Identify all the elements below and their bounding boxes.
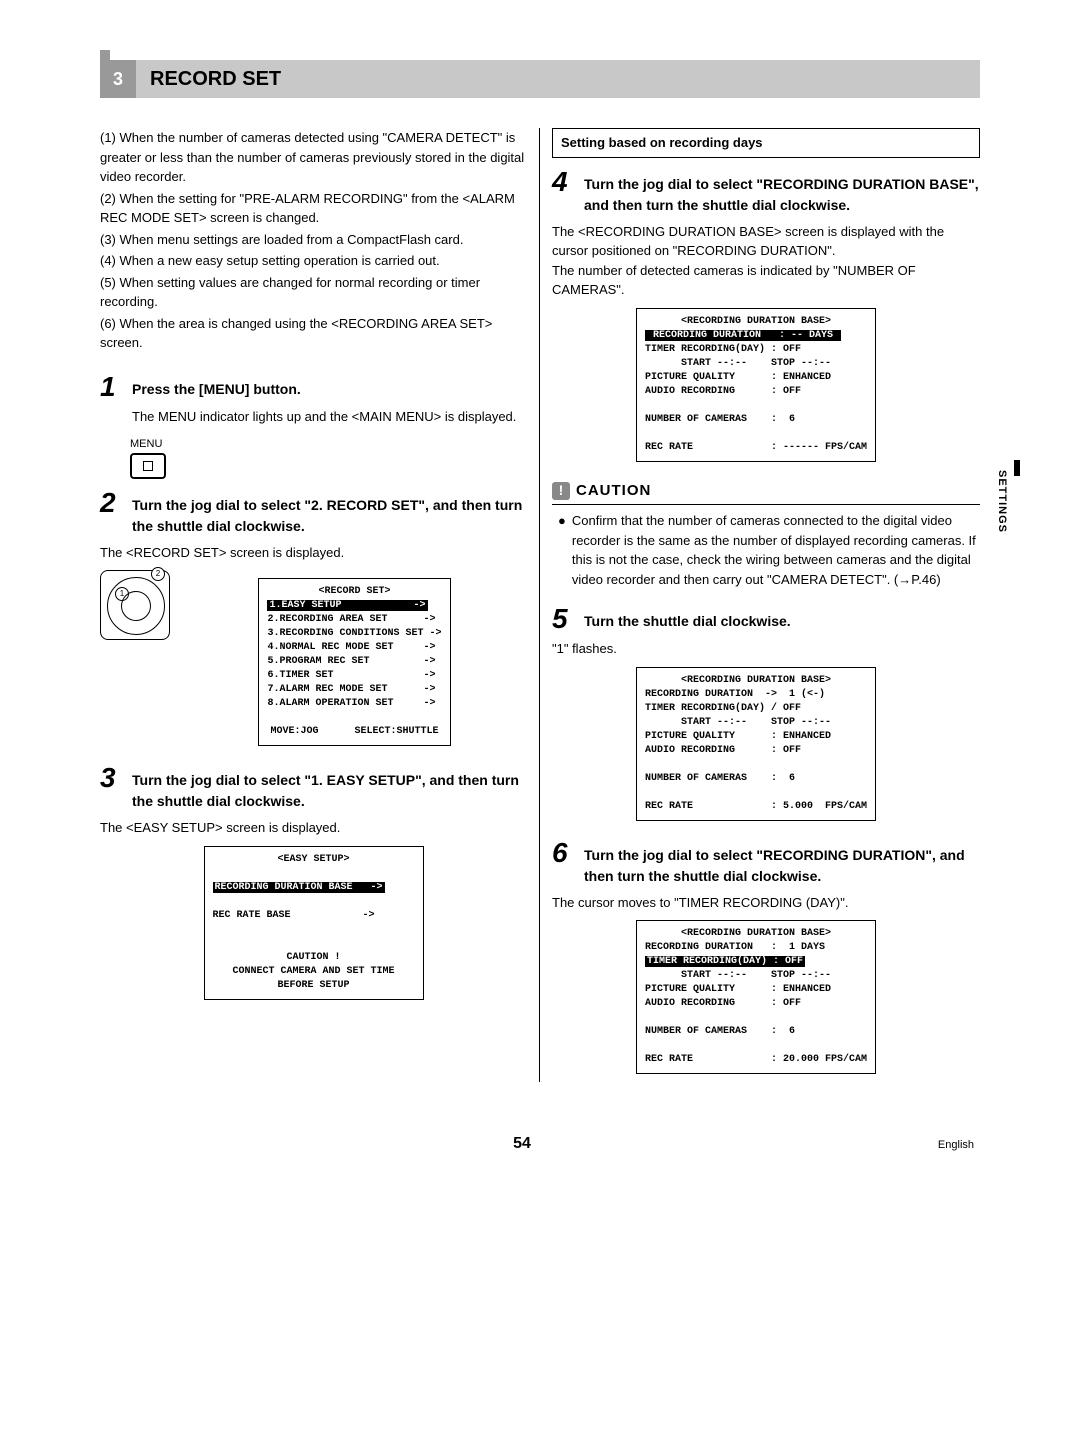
condition-item: (3) When menu settings are loaded from a… [100, 230, 527, 250]
menu-button-icon [130, 453, 166, 479]
osd-title: <RECORDING DURATION BASE> [645, 315, 867, 329]
step-2: 2 Turn the jog dial to select "2. RECORD… [100, 489, 527, 537]
step-title: Turn the jog dial to select "RECORDING D… [584, 168, 980, 216]
step-3: 3 Turn the jog dial to select "1. EASY S… [100, 764, 527, 812]
page-number: 54 [513, 1132, 531, 1156]
step-number: 6 [552, 839, 584, 867]
caution-title: CAUTION [576, 480, 651, 503]
step-4-body-1: The <RECORDING DURATION BASE> screen is … [552, 222, 980, 261]
osd-row: 2.RECORDING AREA SET -> [267, 614, 435, 625]
step-1: 1 Press the [MENU] button. [100, 373, 527, 401]
step-number: 2 [100, 489, 132, 517]
caution-text: Confirm that the number of cameras conne… [572, 511, 980, 589]
dial-callout-2: 2 [151, 567, 165, 581]
osd-rows: RECORDING DURATION -> 1 (<-) TIMER RECOR… [645, 689, 867, 812]
osd-highlight: RECORDING DURATION : -- DAYS [645, 330, 841, 341]
osd-footer: MOVE:JOG SELECT:SHUTTLE [267, 725, 441, 739]
step-number: 5 [552, 605, 584, 633]
osd-wrap: <RECORDING DURATION BASE>RECORDING DURAT… [552, 912, 980, 1082]
caution-header: ! CAUTION [552, 480, 980, 506]
step-title: Turn the jog dial to select "RECORDING D… [584, 839, 980, 887]
section-header: 3 RECORD SET [100, 60, 980, 98]
step-title: Turn the jog dial to select "2. RECORD S… [132, 489, 527, 537]
step-number: 1 [100, 373, 132, 401]
osd-title: <RECORDING DURATION BASE> [645, 674, 867, 688]
osd-record-set: <RECORD SET>1.EASY SETUP -> 2.RECORDING … [258, 578, 450, 746]
step-2-graphic: 1 2 <RECORD SET>1.EASY SETUP -> 2.RECORD… [100, 570, 527, 754]
osd-duration-base-3: <RECORDING DURATION BASE>RECORDING DURAT… [636, 920, 876, 1074]
osd-row: 8.ALARM OPERATION SET -> [267, 698, 435, 709]
language-label: English [938, 1137, 974, 1154]
step-title: Turn the shuttle dial clockwise. [584, 605, 791, 632]
section-title: RECORD SET [136, 60, 281, 98]
step-2-body: The <RECORD SET> screen is displayed. [100, 543, 527, 563]
osd-row: 7.ALARM REC MODE SET -> [267, 684, 435, 695]
step-5: 5 Turn the shuttle dial clockwise. [552, 605, 980, 633]
step-1-body: The MENU indicator lights up and the <MA… [132, 407, 527, 427]
condition-item: (2) When the setting for "PRE-ALARM RECO… [100, 189, 527, 228]
osd-row: REC RATE BASE -> [213, 910, 375, 921]
condition-item: (4) When a new easy setup setting operat… [100, 251, 527, 271]
osd-row: 3.RECORDING CONDITIONS SET -> [267, 628, 441, 639]
osd-duration-base-2: <RECORDING DURATION BASE>RECORDING DURAT… [636, 667, 876, 821]
step-4: 4 Turn the jog dial to select "RECORDING… [552, 168, 980, 216]
box-heading: Setting based on recording days [552, 128, 980, 158]
osd-rows: TIMER RECORDING(DAY) : OFF START --:-- S… [645, 344, 867, 453]
osd-row: 5.PROGRAM REC SET -> [267, 656, 435, 667]
dial-callout-1: 1 [115, 587, 129, 601]
osd-highlight: TIMER RECORDING(DAY) : OFF [645, 956, 805, 967]
side-bar-icon [1014, 460, 1020, 476]
conditions-list: (1) When the number of cameras detected … [100, 128, 527, 353]
osd-highlight: RECORDING DURATION BASE -> [213, 882, 385, 893]
condition-item: (5) When setting values are changed for … [100, 273, 527, 312]
step-title: Press the [MENU] button. [132, 373, 301, 400]
osd-highlight: 1.EASY SETUP -> [267, 600, 427, 611]
step-5-body: "1" flashes. [552, 639, 980, 659]
osd-caution: CAUTION ! CONNECT CAMERA AND SET TIME BE… [213, 951, 415, 993]
osd-wrap: <EASY SETUP> RECORDING DURATION BASE -> … [100, 838, 527, 1008]
condition-item: (1) When the number of cameras detected … [100, 128, 527, 187]
caution-body: ●Confirm that the number of cameras conn… [552, 505, 980, 595]
osd-wrap: <RECORDING DURATION BASE>RECORDING DURAT… [552, 659, 980, 829]
osd-row: 6.TIMER SET -> [267, 670, 435, 681]
footer: 54 English [100, 1132, 980, 1156]
step-6: 6 Turn the jog dial to select "RECORDING… [552, 839, 980, 887]
osd-title: <EASY SETUP> [213, 853, 415, 867]
jog-dial-icon: 1 2 [100, 570, 170, 640]
osd-duration-base-1: <RECORDING DURATION BASE> RECORDING DURA… [636, 308, 876, 462]
osd-title: <RECORDING DURATION BASE> [645, 927, 867, 941]
step-title: Turn the jog dial to select "1. EASY SET… [132, 764, 527, 812]
step-4-body-2: The number of detected cameras is indica… [552, 261, 980, 300]
condition-item: (6) When the area is changed using the <… [100, 314, 527, 353]
step-number: 3 [100, 764, 132, 792]
osd-easy-setup: <EASY SETUP> RECORDING DURATION BASE -> … [204, 846, 424, 1000]
step-3-body: The <EASY SETUP> screen is displayed. [100, 818, 527, 838]
menu-button-graphic: MENU [130, 436, 527, 479]
menu-label: MENU [130, 436, 527, 453]
osd-title: <RECORD SET> [267, 585, 441, 599]
osd-wrap: <RECORDING DURATION BASE> RECORDING DURA… [552, 300, 980, 470]
side-tab: SETTINGS [994, 470, 1011, 533]
section-number: 3 [100, 60, 136, 98]
step-number: 4 [552, 168, 584, 196]
caution-icon: ! [552, 482, 570, 500]
osd-row: RECORDING DURATION : 1 DAYS [645, 942, 825, 953]
osd-rows: START --:-- STOP --:-- PICTURE QUALITY :… [645, 970, 867, 1065]
step-6-body: The cursor moves to "TIMER RECORDING (DA… [552, 893, 980, 913]
osd-row: 4.NORMAL REC MODE SET -> [267, 642, 435, 653]
bullet-icon: ● [558, 511, 566, 589]
columns: (1) When the number of cameras detected … [100, 128, 980, 1082]
right-column: Setting based on recording days 4 Turn t… [540, 128, 980, 1082]
left-column: (1) When the number of cameras detected … [100, 128, 540, 1082]
